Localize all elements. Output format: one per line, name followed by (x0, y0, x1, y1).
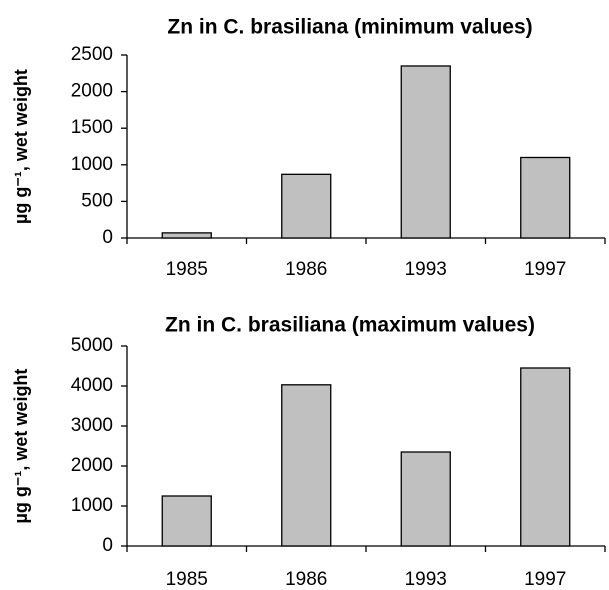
y-tick-label: 3000 (71, 415, 113, 436)
y-axis-label: µg g⁻¹, wet weight (11, 69, 31, 224)
x-tick-label: 1993 (405, 569, 447, 590)
y-tick-label: 1000 (71, 154, 113, 175)
bar (400, 451, 451, 547)
x-tick-label: 1993 (405, 259, 447, 280)
y-tick-label: 5000 (71, 335, 113, 356)
bar (520, 367, 571, 547)
y-axis-label: µg g⁻¹, wet weight (11, 369, 31, 524)
y-tick-label: 1000 (71, 495, 113, 516)
x-tick-label: 1985 (166, 259, 208, 280)
x-tick-label: 1997 (524, 259, 566, 280)
y-tick-label: 2000 (71, 81, 113, 102)
y-tick-label: 2500 (71, 44, 113, 65)
y-tick-label: 4000 (71, 375, 113, 396)
bar (281, 384, 332, 547)
x-tick-label: 1986 (285, 259, 327, 280)
y-tick-label: 0 (102, 535, 113, 556)
chart-title: Zn in C. brasiliana (minimum values) (167, 16, 532, 39)
y-tick-label: 500 (81, 190, 113, 211)
y-tick-label: 2000 (71, 455, 113, 476)
x-tick-label: 1985 (166, 569, 208, 590)
bar (520, 156, 571, 239)
chart-title: Zn in C. brasiliana (maximum values) (165, 314, 535, 337)
bar (400, 65, 451, 239)
y-tick-label: 0 (102, 227, 113, 248)
bar (281, 173, 332, 239)
x-tick-label: 1997 (524, 569, 566, 590)
y-tick-label: 1500 (71, 117, 113, 138)
x-tick-label: 1986 (285, 569, 327, 590)
bar (161, 232, 212, 239)
bar (161, 495, 212, 547)
